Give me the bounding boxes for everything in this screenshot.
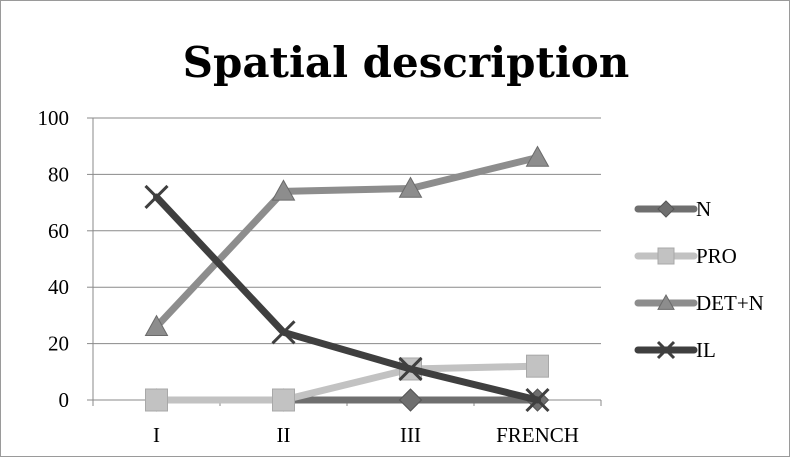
data-point-pro [526,354,549,378]
data-point-det-n [271,179,296,201]
y-tick-label: 100 [38,106,70,130]
series-det-n [144,145,550,336]
x-marker-stroke [525,387,550,413]
legend-swatch-marker [657,200,675,218]
x-marker-stroke [271,320,296,345]
legend-label: DET+N [696,291,764,315]
data-point-il [144,184,169,210]
chart-title: Spatial description [183,38,630,87]
legend-swatch-marker [657,247,675,265]
series-lines [144,145,550,413]
legend-item-det-n: DET+N [634,291,764,315]
x-tick-label: FRENCH [496,423,579,447]
y-tick-label: 20 [48,332,69,356]
data-point-il [525,387,550,413]
data-point-pro [272,388,295,412]
x-tick-label: III [400,423,421,447]
legend-label: IL [696,338,716,362]
series-line-pro [153,362,541,404]
legend-swatch-marker [656,340,676,360]
y-tick-label: 80 [48,162,69,186]
x-marker-stroke [656,340,676,360]
series-line-il [153,193,541,404]
data-point-n [398,388,423,412]
data-point-det-n [144,314,169,336]
data-point-det-n [398,176,423,198]
data-point-il [398,356,423,382]
data-point-il [271,320,296,345]
y-tick-label: 40 [48,275,69,299]
x-marker-stroke [144,184,169,210]
data-point-det-n [525,145,550,167]
gridlines [93,117,601,345]
legend-item-pro: PRO [634,244,737,268]
data-point-pro [145,388,168,412]
y-tick-label: 0 [59,388,70,412]
legend-label: N [696,197,711,221]
x-tick-label: II [277,423,291,447]
x-tick-label: I [153,423,160,447]
legend-item-il: IL [634,338,716,362]
y-tick-label: 60 [48,219,69,243]
legend-swatch-marker [657,293,675,310]
series-il [144,184,550,413]
legend-item-n: N [634,197,711,221]
series-line-det-n [153,153,541,331]
legend: N PRO DET+N IL [634,197,764,362]
x-marker-stroke [398,356,423,382]
legend-label: PRO [696,244,737,268]
